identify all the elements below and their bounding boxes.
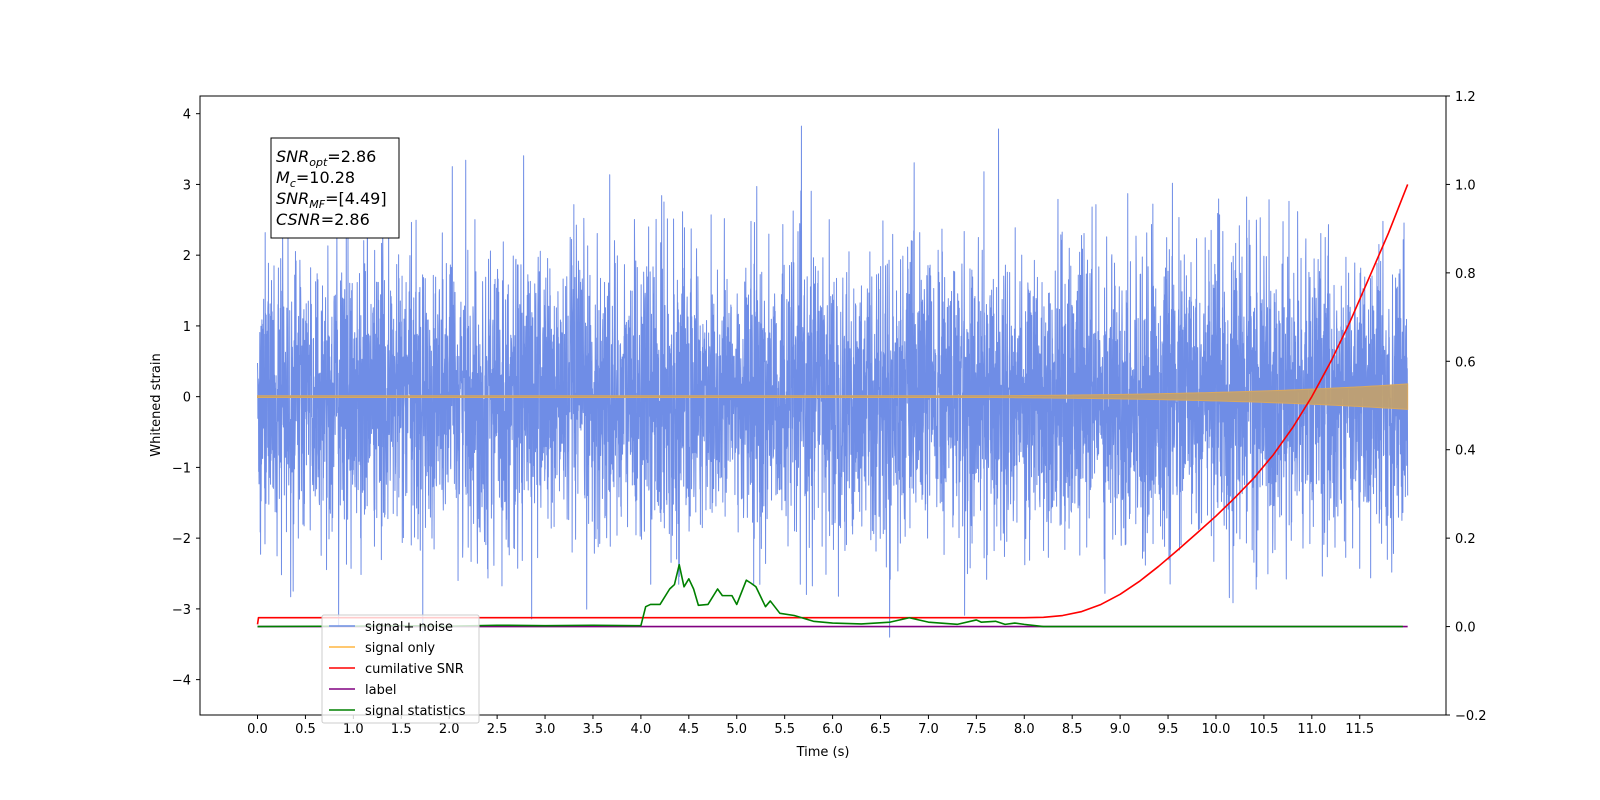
x-tick-label: 8.5 bbox=[1062, 722, 1083, 737]
annotation-line: SNRopt=2.86 bbox=[276, 147, 376, 169]
series-line-signal-statistics bbox=[257, 563, 1403, 628]
x-tick-label: 3.5 bbox=[583, 722, 604, 737]
x-tick-label: 6.0 bbox=[822, 722, 843, 737]
x-tick-label: 4.5 bbox=[678, 722, 699, 737]
legend-label-signal-only: signal only bbox=[365, 641, 435, 656]
x-tick-label: 1.5 bbox=[391, 722, 412, 737]
x-tick-label: 6.5 bbox=[870, 722, 891, 737]
legend-label-cumilative-snr: cumilative SNR bbox=[365, 662, 464, 677]
series-line-cumilative-snr bbox=[256, 184, 1409, 625]
series-line-signal-noise bbox=[257, 125, 1409, 638]
legend-label-signal-statistics: signal statistics bbox=[365, 704, 466, 719]
annotation-line: SNRMF=[4.49] bbox=[276, 189, 387, 211]
y-right-tick-label: 0.2 bbox=[1455, 532, 1476, 547]
axes-frame bbox=[199, 95, 1447, 716]
x-tick-label: 9.0 bbox=[1110, 722, 1131, 737]
y-tick-label: 4 bbox=[183, 108, 191, 123]
y-right-tick-label: 0.4 bbox=[1455, 444, 1476, 459]
y-tick-label: 1 bbox=[183, 320, 191, 335]
y-axis-label: Whitened strain bbox=[149, 353, 164, 456]
x-tick-label: 3.0 bbox=[535, 722, 556, 737]
x-tick-label: 5.5 bbox=[774, 722, 795, 737]
y-right-tick-label: 0.8 bbox=[1455, 267, 1476, 282]
y-tick-label: −2 bbox=[172, 532, 191, 547]
y-right-tick-label: −0.2 bbox=[1455, 709, 1487, 724]
y-tick-label: 0 bbox=[183, 391, 191, 406]
y-tick-label: 2 bbox=[183, 249, 191, 264]
annotation-line: Mc=10.28 bbox=[276, 168, 355, 190]
annotation-line: CSNR=2.86 bbox=[276, 210, 370, 229]
y-right-tick-label: 0.0 bbox=[1455, 621, 1476, 636]
legend-frame bbox=[321, 614, 480, 724]
legend: signal+ noise signal only cumilative SNR la… bbox=[321, 614, 480, 724]
y-right-tick-label: 0.6 bbox=[1455, 355, 1476, 370]
x-axis-label: Time (s) bbox=[796, 745, 850, 760]
x-tick-label: 0.0 bbox=[247, 722, 268, 737]
x-tick-label: 2.5 bbox=[487, 722, 508, 737]
y-tick-label: −3 bbox=[172, 603, 191, 618]
y-right-tick-label: 1.2 bbox=[1455, 90, 1476, 105]
x-tick-label: 5.0 bbox=[726, 722, 747, 737]
legend-label-signal-noise: signal+ noise bbox=[365, 620, 453, 635]
x-tick-label: 1.0 bbox=[343, 722, 364, 737]
x-tick-label: 4.0 bbox=[631, 722, 652, 737]
x-tick-label: 7.5 bbox=[966, 722, 987, 737]
x-tick-label: 9.5 bbox=[1158, 722, 1179, 737]
y-tick-label: −4 bbox=[172, 674, 191, 689]
x-tick-label: 2.0 bbox=[439, 722, 460, 737]
x-tick-label: 11.0 bbox=[1297, 722, 1326, 737]
x-tick-label: 8.0 bbox=[1014, 722, 1035, 737]
y-tick-label: −1 bbox=[172, 461, 191, 476]
series-line-signal-only bbox=[257, 383, 1409, 410]
x-tick-label: 10.5 bbox=[1249, 722, 1278, 737]
annotation-frame bbox=[270, 137, 400, 239]
x-tick-label: 11.5 bbox=[1345, 722, 1374, 737]
axis-ticks: 0.0 0.5 1.0 1.5 2.0 2.5 3.0 3.5 4.0 4.5 5.0 5.5 6.0 6… bbox=[172, 90, 1487, 737]
x-tick-label: 0.5 bbox=[295, 722, 316, 737]
x-tick-label: 7.0 bbox=[918, 722, 939, 737]
y-right-tick-label: 1.0 bbox=[1455, 178, 1476, 193]
y-tick-label: 3 bbox=[183, 178, 191, 193]
legend-label-label: label bbox=[365, 683, 396, 698]
x-tick-label: 10.0 bbox=[1201, 722, 1230, 737]
